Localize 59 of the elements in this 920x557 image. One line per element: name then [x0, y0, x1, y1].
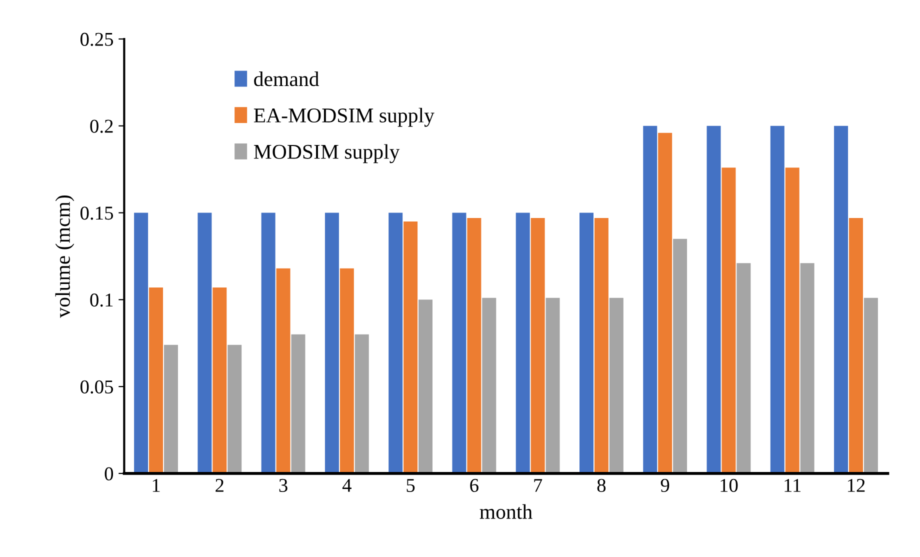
x-tick-label: 1 [152, 478, 160, 492]
bar [354, 334, 369, 474]
bar [658, 132, 672, 474]
bar [340, 268, 354, 474]
bar [291, 334, 306, 474]
bar [418, 300, 433, 474]
x-tick-label: 6 [470, 478, 478, 492]
bar [848, 218, 863, 474]
x-tick-label: 9 [660, 478, 670, 492]
x-tick-label: 3 [279, 478, 288, 492]
y-tick-label: 0.2 [90, 120, 113, 133]
x-tick-label: 8 [597, 478, 606, 492]
bar [164, 344, 178, 474]
y-tick-label: 0.15 [80, 206, 114, 220]
bar [482, 298, 496, 474]
bar [594, 218, 608, 474]
y-tick-label: 0.1 [90, 293, 113, 307]
bar [530, 218, 545, 474]
x-axis-title: month [480, 504, 532, 519]
legend-label: demand [254, 72, 320, 86]
y-tick-label: 0.25 [80, 32, 114, 46]
bar [452, 212, 466, 474]
bar [134, 212, 148, 474]
bar [579, 212, 594, 474]
bar [785, 168, 800, 474]
bar [324, 212, 339, 474]
y-axis-title: volume (mcm) [55, 196, 74, 318]
x-tick-label: 11 [784, 478, 801, 492]
y-tick-label: 0.05 [80, 380, 114, 394]
bar [388, 212, 403, 474]
x-tick-label: 5 [406, 479, 415, 492]
bar [467, 218, 482, 474]
bar [198, 212, 212, 474]
legend-label: MODSIM supply [254, 144, 400, 164]
bar [516, 212, 530, 474]
y-tick-label: 0 [104, 467, 114, 480]
bar [149, 288, 164, 474]
bar [673, 238, 688, 474]
bar [404, 221, 418, 474]
bar [546, 298, 560, 474]
bar [722, 168, 736, 474]
x-tick-label: 7 [534, 479, 542, 492]
x-tick-label: 4 [342, 479, 352, 492]
legend-label: EA-MODSIM supply [254, 108, 434, 127]
bar [864, 298, 878, 474]
bar [228, 344, 242, 474]
bar [800, 263, 814, 474]
bar [276, 268, 290, 474]
x-tick-label: 10 [720, 478, 738, 492]
bar [212, 288, 227, 474]
x-tick-label: 12 [848, 478, 865, 492]
x-tick-label: 2 [216, 478, 224, 492]
bar [736, 263, 751, 474]
bar [609, 298, 624, 474]
bar [706, 126, 721, 474]
bar [261, 212, 276, 474]
bar [834, 126, 848, 474]
bar [643, 126, 658, 474]
bar [770, 126, 784, 474]
